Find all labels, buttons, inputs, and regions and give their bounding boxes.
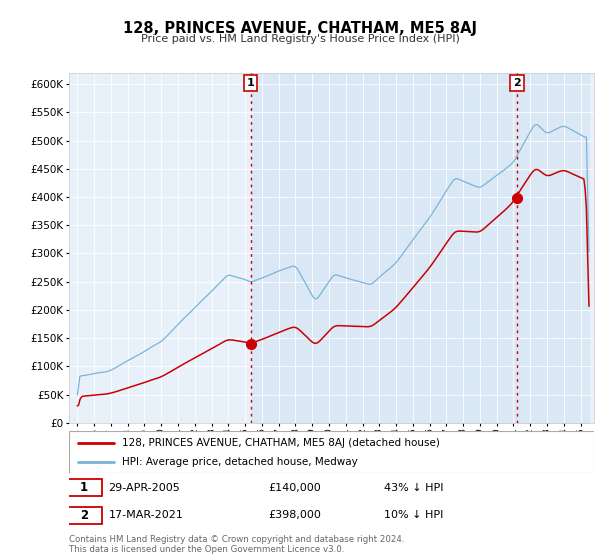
Text: 2: 2 xyxy=(513,78,521,88)
Text: 128, PRINCES AVENUE, CHATHAM, ME5 8AJ (detached house): 128, PRINCES AVENUE, CHATHAM, ME5 8AJ (d… xyxy=(121,437,439,447)
Text: 1: 1 xyxy=(80,481,88,494)
Text: 10% ↓ HPI: 10% ↓ HPI xyxy=(384,510,443,520)
Text: 29-APR-2005: 29-APR-2005 xyxy=(109,483,180,493)
FancyBboxPatch shape xyxy=(69,431,594,473)
FancyBboxPatch shape xyxy=(67,479,102,496)
Text: Price paid vs. HM Land Registry's House Price Index (HPI): Price paid vs. HM Land Registry's House … xyxy=(140,34,460,44)
Text: £140,000: £140,000 xyxy=(269,483,321,493)
Text: HPI: Average price, detached house, Medway: HPI: Average price, detached house, Medw… xyxy=(121,457,357,467)
Text: 2: 2 xyxy=(80,509,88,522)
Text: £398,000: £398,000 xyxy=(269,510,322,520)
Text: 1: 1 xyxy=(247,78,254,88)
Text: Contains HM Land Registry data © Crown copyright and database right 2024.
This d: Contains HM Land Registry data © Crown c… xyxy=(69,535,404,554)
FancyBboxPatch shape xyxy=(67,507,102,524)
Text: 43% ↓ HPI: 43% ↓ HPI xyxy=(384,483,443,493)
Text: 128, PRINCES AVENUE, CHATHAM, ME5 8AJ: 128, PRINCES AVENUE, CHATHAM, ME5 8AJ xyxy=(123,21,477,36)
Text: 17-MAR-2021: 17-MAR-2021 xyxy=(109,510,183,520)
